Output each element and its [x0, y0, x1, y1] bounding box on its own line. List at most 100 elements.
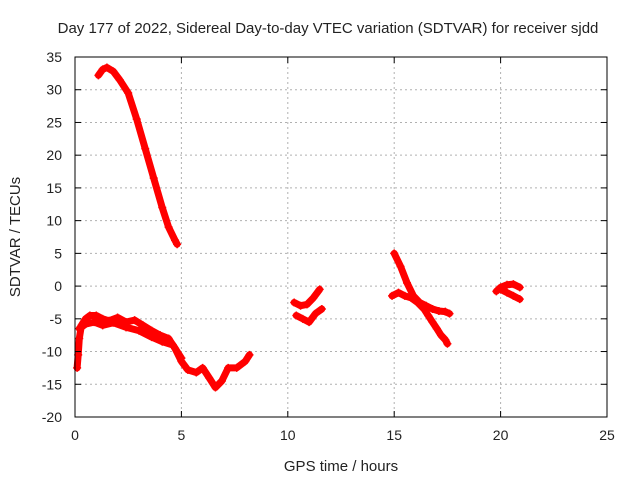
data-point [432, 324, 441, 333]
data-point [177, 354, 186, 363]
data-point [90, 318, 99, 327]
data-point [75, 324, 84, 333]
data-point [445, 309, 454, 318]
data-point [149, 174, 158, 183]
y-tick-label: 15 [46, 180, 62, 196]
data-point [441, 307, 450, 316]
grid [75, 57, 607, 417]
data-point [192, 368, 201, 377]
x-tick-label: 25 [599, 427, 615, 443]
data-point [122, 323, 131, 332]
data-point [102, 63, 111, 72]
y-tick-label: 10 [46, 213, 62, 229]
data-point [515, 283, 524, 292]
data-point [147, 333, 156, 342]
data-series-track-5b [497, 285, 524, 303]
data-point [124, 89, 133, 97]
data-point [443, 339, 452, 348]
y-tick-label: -10 [42, 344, 62, 360]
data-point [173, 240, 182, 249]
y-tick-label: -15 [42, 376, 62, 392]
x-tick-label: 5 [178, 427, 186, 443]
axis-ticks: 0 5 10 15 20 25 -20 -15 -10 -5 0 5 10 15 20 25 30 35 [42, 49, 615, 443]
data-point [241, 357, 250, 366]
data-series-track-2 [73, 312, 253, 391]
data-point [390, 249, 399, 258]
data-point [113, 313, 122, 322]
x-tick-label: 0 [71, 427, 79, 443]
data-point [232, 363, 241, 372]
data-point [158, 337, 167, 346]
data-point [139, 321, 148, 330]
plot-frame [74, 56, 608, 418]
data-point [292, 311, 301, 320]
y-tick-label: -20 [42, 409, 62, 425]
data-point [134, 326, 143, 335]
data-point [437, 331, 446, 340]
data-point [98, 321, 107, 330]
data-point [424, 311, 433, 320]
data-point [296, 301, 305, 310]
data-point [109, 318, 118, 327]
data-point [217, 377, 226, 385]
x-tick-label: 20 [493, 427, 509, 443]
data-point [396, 262, 405, 271]
data-point [198, 363, 207, 372]
data-series-track-2b [75, 318, 185, 362]
data-point [400, 291, 409, 300]
data-point [315, 285, 324, 294]
data-point [305, 318, 314, 327]
data-point [164, 223, 173, 232]
y-axis-label: SDTVAR / TECUs [7, 177, 24, 297]
data-point [290, 298, 299, 307]
data-point [94, 71, 103, 80]
chart-title: Day 177 of 2022, Sidereal Day-to-day VTE… [58, 20, 599, 37]
data-point [509, 280, 518, 289]
data-point [205, 373, 214, 382]
data-point [496, 285, 505, 294]
x-tick-label: 10 [280, 427, 296, 443]
data-point [245, 350, 254, 359]
data-point [502, 288, 511, 297]
y-tick-label: 30 [46, 82, 62, 98]
data-point [158, 203, 167, 212]
y-tick-label: -5 [50, 311, 63, 327]
data-point [109, 67, 118, 76]
data-point [141, 144, 150, 153]
data-point [311, 309, 320, 318]
data-point [132, 115, 141, 124]
y-tick-label: 20 [46, 147, 62, 163]
data-point [73, 363, 82, 372]
data-point [81, 320, 90, 329]
data-point [394, 288, 403, 297]
data-series-track-4b [388, 289, 451, 348]
data-point [388, 291, 397, 300]
data-point [302, 300, 311, 309]
x-tick-label: 15 [386, 427, 402, 443]
y-tick-label: 35 [46, 49, 62, 65]
y-tick-label: 0 [54, 278, 62, 294]
data-point [98, 65, 107, 74]
data-point [428, 305, 437, 313]
data-point [419, 305, 428, 313]
data-series-track-1 [94, 64, 181, 248]
data-point [74, 350, 83, 359]
data-point [130, 316, 139, 325]
plot-area [73, 63, 524, 392]
data-point [309, 293, 318, 302]
x-axis-label: GPS time / hours [284, 458, 398, 475]
y-tick-label: 5 [54, 245, 62, 261]
y-tick-label: 25 [46, 114, 62, 130]
data-point [183, 365, 192, 374]
data-point [224, 363, 233, 372]
data-point [402, 278, 411, 287]
data-point [317, 305, 326, 313]
data-point [75, 334, 84, 343]
data-point [115, 75, 124, 84]
data-point [509, 291, 518, 300]
data-point [298, 314, 307, 323]
data-point [211, 383, 220, 392]
data-point [515, 295, 524, 304]
data-point [407, 293, 416, 302]
